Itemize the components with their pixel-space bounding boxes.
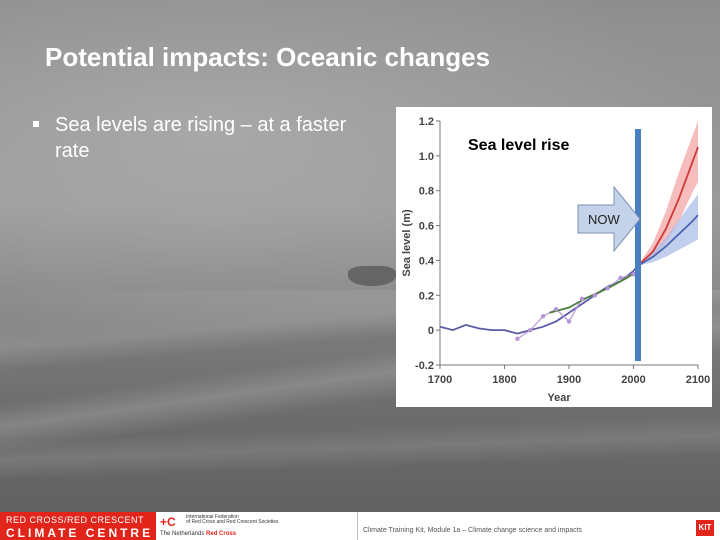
- footer-divider: [357, 512, 358, 540]
- slide-title: Potential impacts: Oceanic changes: [45, 42, 491, 72]
- kit-badge: KIT: [696, 520, 714, 536]
- sea-level-chart: -0.2 0 0.2 0.4 0.6 0.8 1.0 1.2 1700 1800 1900 2000 2…: [396, 107, 712, 407]
- footer-caption: Climate Training Kit, Module 1a – Climat…: [363, 527, 583, 534]
- series-line-3: [637, 146, 699, 267]
- now-marker-bar: [635, 129, 642, 361]
- logo-line-1: RED CROSS/RED CRESCENT: [6, 515, 145, 525]
- x-tick-label: 1900: [557, 374, 581, 386]
- chart-title: Sea level rise: [468, 137, 570, 154]
- series-line-2: [549, 270, 639, 314]
- y-tick-label: 0.2: [419, 290, 434, 302]
- data-point: [579, 296, 585, 301]
- data-point: [515, 336, 520, 342]
- x-tick-label: 1800: [492, 374, 516, 386]
- ifrc-logo: +C International Federation of Red Cross…: [160, 515, 300, 539]
- projection-band-1: [638, 194, 698, 266]
- data-point: [618, 275, 623, 281]
- now-label: NOW: [588, 212, 621, 227]
- chart-svg: -0.2 0 0.2 0.4 0.6 0.8 1.0 1.2 1700 1800 1900 2000 2…: [401, 116, 710, 404]
- bullet-square-icon: [33, 121, 39, 127]
- bullet-text: Sea levels are rising – at a faster rate: [55, 114, 347, 162]
- series-line-4: [637, 214, 699, 267]
- y-tick-label: 0.4: [419, 255, 435, 267]
- y-tick-label: 1.0: [419, 151, 434, 163]
- ifrc-name: International Federation of Red Cross an…: [186, 514, 279, 525]
- logo-line-2: CLIMATE CENTRE: [6, 526, 154, 540]
- y-tick-label: 0.8: [419, 186, 434, 198]
- x-tick-label: 1700: [428, 374, 452, 386]
- data-point: [566, 319, 572, 324]
- data-point: [553, 307, 559, 312]
- boat-silhouette: [348, 266, 396, 286]
- series-line-1: [516, 273, 634, 340]
- data-point: [592, 293, 597, 298]
- data-point: [528, 327, 533, 333]
- climate-centre-logo: RED CROSS/RED CRESCENT CLIMATE CENTRE: [0, 512, 156, 540]
- series-line-0: [439, 265, 639, 335]
- now-arrow-icon: [577, 185, 641, 253]
- data-point: [605, 286, 610, 291]
- x-tick-label: 2000: [621, 374, 645, 386]
- y-tick-label: 0: [428, 325, 434, 337]
- footer-bar: RED CROSS/RED CRESCENT CLIMATE CENTRE +C…: [0, 512, 720, 540]
- data-point: [631, 272, 636, 277]
- y-axis-title: Sea level (m): [401, 209, 413, 277]
- data-point: [541, 314, 546, 319]
- x-axis-title: Year: [547, 392, 571, 404]
- red-cross-crescent-icon: +C: [160, 515, 176, 529]
- netherlands-red-cross: The Netherlands Red Cross: [160, 531, 237, 537]
- x-tick-label: 2100: [686, 374, 710, 386]
- y-tick-label: 0.6: [419, 221, 434, 233]
- y-tick-label: -0.2: [415, 360, 434, 372]
- y-tick-label: 1.2: [419, 116, 434, 128]
